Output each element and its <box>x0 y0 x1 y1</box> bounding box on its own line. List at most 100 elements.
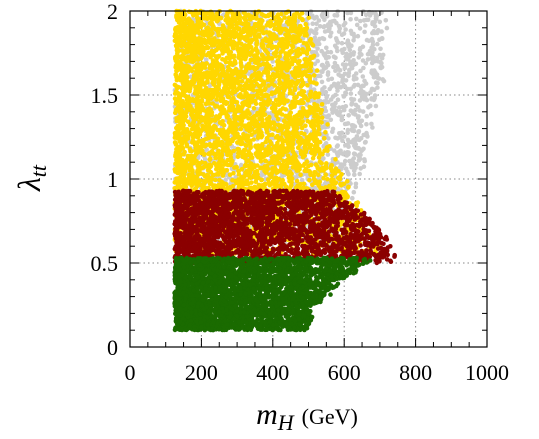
data-point <box>304 159 310 164</box>
data-point <box>375 27 381 33</box>
data-point <box>354 76 359 81</box>
data-point <box>339 32 345 38</box>
data-point <box>324 93 330 99</box>
data-point <box>280 91 286 96</box>
data-point <box>312 61 318 67</box>
data-point <box>344 51 349 57</box>
data-point <box>365 57 371 62</box>
data-point <box>351 128 357 134</box>
data-point <box>354 161 359 167</box>
data-point <box>372 58 377 64</box>
data-point <box>332 18 337 24</box>
data-point <box>348 51 354 57</box>
data-point <box>349 96 354 102</box>
data-point <box>202 157 208 162</box>
data-point <box>372 24 378 29</box>
data-point <box>369 70 374 75</box>
data-point <box>337 68 343 73</box>
data-point <box>366 105 371 110</box>
data-point <box>348 108 354 113</box>
data-point <box>319 12 325 18</box>
data-point <box>317 149 322 154</box>
scatter-points <box>172 8 398 333</box>
data-point <box>336 112 341 117</box>
data-point <box>338 134 344 140</box>
data-point <box>340 138 345 143</box>
data-point <box>305 83 310 88</box>
data-point <box>323 54 329 60</box>
data-point <box>325 122 330 127</box>
data-point <box>361 83 366 89</box>
data-point <box>333 135 338 141</box>
data-point <box>379 36 385 41</box>
data-point <box>202 88 208 93</box>
data-point <box>315 58 321 64</box>
data-point <box>334 144 340 149</box>
data-point <box>351 123 356 128</box>
data-point <box>372 93 378 98</box>
data-point <box>357 98 363 103</box>
data-point <box>376 76 382 81</box>
data-point <box>311 53 317 59</box>
data-point <box>261 30 267 36</box>
data-point <box>269 45 275 51</box>
data-point <box>251 93 256 99</box>
data-point <box>363 139 368 145</box>
data-point <box>355 104 361 110</box>
data-point <box>321 156 326 161</box>
data-point <box>357 108 363 113</box>
data-point <box>324 45 329 51</box>
data-point <box>351 189 357 195</box>
data-point <box>231 54 236 60</box>
data-point <box>354 134 360 139</box>
data-point <box>309 29 315 34</box>
data-point <box>354 16 359 22</box>
data-point <box>335 84 341 90</box>
data-point <box>335 40 341 45</box>
data-point <box>346 171 351 177</box>
data-point <box>349 164 354 170</box>
data-point <box>315 46 320 51</box>
data-point <box>349 65 355 71</box>
data-point <box>330 110 335 115</box>
data-point <box>249 180 254 185</box>
data-point <box>346 70 352 76</box>
data-point <box>323 114 329 119</box>
data-point <box>303 95 309 101</box>
data-point <box>323 89 329 95</box>
data-point <box>358 68 363 74</box>
data-point <box>322 17 327 23</box>
data-point <box>350 157 355 163</box>
data-point <box>323 108 329 114</box>
data-point <box>335 88 340 93</box>
data-point <box>229 33 234 39</box>
data-point <box>351 38 356 43</box>
data-point <box>314 68 320 73</box>
data-point <box>298 172 303 177</box>
data-point <box>358 152 363 158</box>
data-point <box>354 22 360 28</box>
data-point <box>384 25 390 31</box>
data-point <box>333 36 339 41</box>
data-point <box>360 58 366 63</box>
data-point <box>377 19 383 25</box>
data-point <box>289 48 295 54</box>
data-point <box>380 52 386 58</box>
data-point <box>174 116 179 121</box>
data-point <box>355 33 361 39</box>
data-point <box>294 52 299 58</box>
data-point <box>189 58 194 63</box>
data-point <box>361 164 367 169</box>
data-point <box>351 151 357 156</box>
data-point <box>270 132 275 137</box>
data-point <box>343 104 349 109</box>
data-point <box>257 129 263 134</box>
data-point <box>367 48 373 54</box>
data-point <box>295 145 301 150</box>
data-point <box>238 126 244 132</box>
data-point <box>216 39 222 45</box>
data-point <box>230 62 235 68</box>
data-point <box>334 13 340 18</box>
data-point <box>328 34 333 39</box>
data-point <box>317 36 322 42</box>
